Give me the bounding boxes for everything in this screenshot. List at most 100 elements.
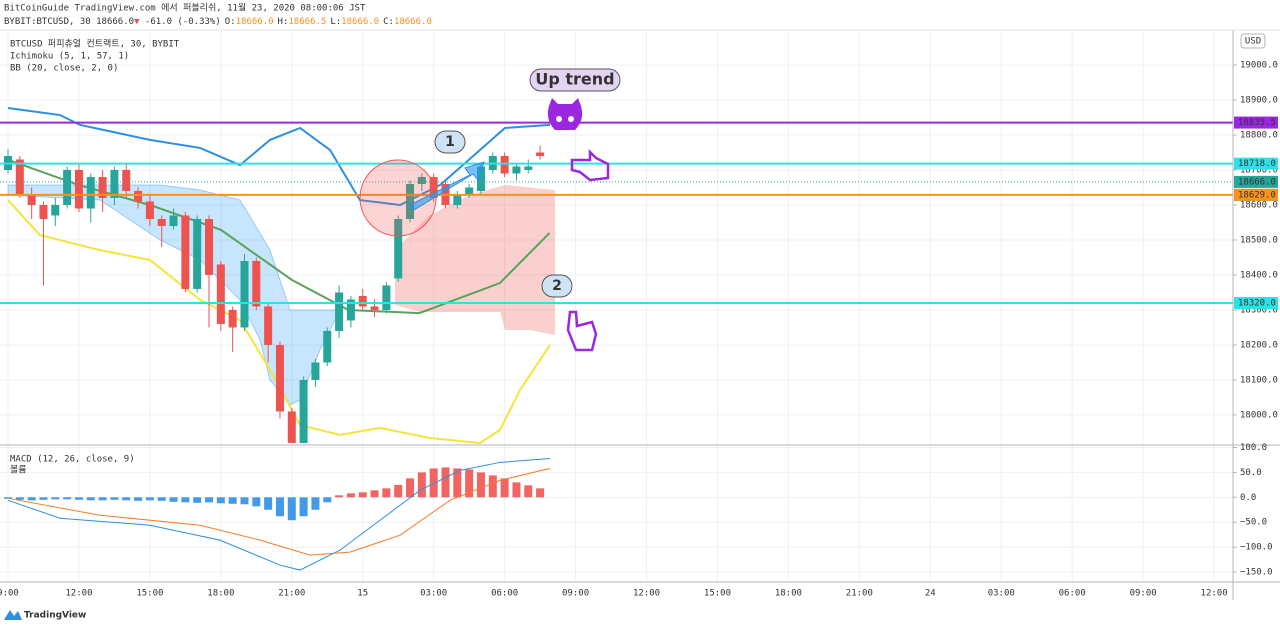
level-label-bg xyxy=(1234,188,1278,201)
bubble xyxy=(529,68,621,92)
histogram-bar xyxy=(394,484,403,498)
x-tick-label: 15:00 xyxy=(136,589,163,599)
candle-body xyxy=(169,215,178,226)
bubble xyxy=(541,274,573,298)
histogram-bar xyxy=(311,497,320,510)
ohlc-key: C: xyxy=(383,17,394,27)
candle-body xyxy=(382,285,391,310)
arrow xyxy=(409,161,485,211)
candle-body xyxy=(240,260,249,328)
candle-body xyxy=(86,176,95,209)
candle-body xyxy=(536,152,545,156)
histogram-bar xyxy=(453,468,462,498)
ohlc-value: 18666.0 xyxy=(394,17,432,27)
level-label-bg xyxy=(1234,296,1278,309)
candle-body xyxy=(465,187,474,195)
y-tick-label: 18100.0 xyxy=(1240,375,1278,385)
candle-body xyxy=(299,379,308,443)
candle-body xyxy=(370,306,379,310)
ohlc-value: 18666.0 xyxy=(236,17,274,27)
histogram-bar xyxy=(74,497,83,500)
footer: TradingView xyxy=(24,611,86,621)
annotation: Up trend xyxy=(535,70,614,89)
histogram-bar xyxy=(98,497,107,501)
x-tick-label: 06:00 xyxy=(491,589,518,599)
last: 18666.0 xyxy=(96,17,134,27)
plot xyxy=(0,107,1233,571)
candle-body xyxy=(252,260,261,307)
candle-body xyxy=(193,218,202,289)
y-tick-label: 18800.0 xyxy=(1240,130,1278,140)
axes: USD 9:00 12:00 15:00 18:00 21:00 15 03:00 06:00… xyxy=(0,29,1280,600)
histogram-bar xyxy=(181,497,190,503)
bubble xyxy=(434,130,466,154)
histogram-bar xyxy=(488,475,497,498)
candle-body xyxy=(63,169,72,205)
histogram-bar xyxy=(27,497,36,501)
histogram-bar xyxy=(205,497,214,503)
histogram-bar xyxy=(15,497,24,500)
candle-body xyxy=(346,299,355,321)
x-tick-label: 09:00 xyxy=(1130,589,1157,599)
candle-body xyxy=(264,306,273,345)
candle-body xyxy=(323,330,332,363)
candle-body xyxy=(51,204,60,216)
histogram-bar xyxy=(429,468,438,498)
macd-line xyxy=(7,467,551,556)
logo: TradingView xyxy=(4,610,86,621)
candle-body xyxy=(406,183,415,219)
highlight-circle xyxy=(359,159,437,237)
candle-body xyxy=(335,292,344,331)
histogram-bar xyxy=(287,497,296,521)
y-tick-label: 18900.0 xyxy=(1240,95,1278,105)
level-label-bg xyxy=(1234,116,1278,129)
candle-body xyxy=(512,166,521,174)
candle-body xyxy=(110,169,119,198)
macd-subtitle: 볼륨 xyxy=(10,465,27,476)
arrow: ▼ xyxy=(134,17,140,27)
histogram-bar xyxy=(86,497,95,501)
y-tick-label: 19000.0 xyxy=(1240,60,1278,70)
histogram-bar xyxy=(193,497,202,503)
x-tick-label: 15 xyxy=(357,589,368,599)
candle-body xyxy=(524,166,533,170)
candle-body xyxy=(216,264,225,324)
currency-box xyxy=(1240,33,1266,49)
macd-title: MACD (12, 26, close, 9) xyxy=(10,455,135,465)
annotation: 1 xyxy=(445,134,455,150)
histogram-bar xyxy=(524,485,533,498)
histogram-bar xyxy=(39,497,48,500)
level-label: 18320.0 xyxy=(1238,298,1276,308)
histogram-bar xyxy=(358,492,367,498)
histogram-bar xyxy=(476,472,485,498)
x-tick-label: 03:00 xyxy=(988,589,1015,599)
change: -61.0 (-0.33%) xyxy=(145,17,221,27)
histogram-bar xyxy=(536,488,545,498)
candle-body xyxy=(205,218,214,275)
x-tick-label: 12:00 xyxy=(633,589,660,599)
quote: BYBIT:BTCUSD, 30 18666.0▼ -61.0 (-0.33%)… xyxy=(4,17,432,27)
candle-body xyxy=(134,190,143,202)
candle-body xyxy=(74,169,83,209)
y-tick-label: 18300.0 xyxy=(1240,305,1278,315)
band-line xyxy=(7,107,551,207)
cloud-bull xyxy=(7,184,341,406)
macd-line xyxy=(7,457,551,571)
y-tick-label: 18400.0 xyxy=(1240,270,1278,280)
y-tick-label: 50.0 xyxy=(1240,468,1262,478)
publisher: BitCoinGuide TradingView.com 에서 퍼블리쉬, 11… xyxy=(4,2,366,14)
histogram-bar xyxy=(335,495,344,498)
histogram-bar xyxy=(169,497,178,502)
histogram-bar xyxy=(264,497,273,510)
y-tick-label: 100.0 xyxy=(1240,443,1267,453)
y-tick-label: 18700.0 xyxy=(1240,165,1278,175)
candle-body xyxy=(181,215,190,289)
bubble-1: 1 xyxy=(434,130,466,154)
histogram-bar xyxy=(512,482,521,498)
histogram-bar xyxy=(122,497,131,501)
candle-body xyxy=(145,201,154,219)
legend: BTCUSD 퍼피츄얼 컨트랙트, 30, BYBIT xyxy=(10,39,180,50)
histogram-bar xyxy=(275,497,284,517)
ohlc-key: H: xyxy=(278,17,289,27)
